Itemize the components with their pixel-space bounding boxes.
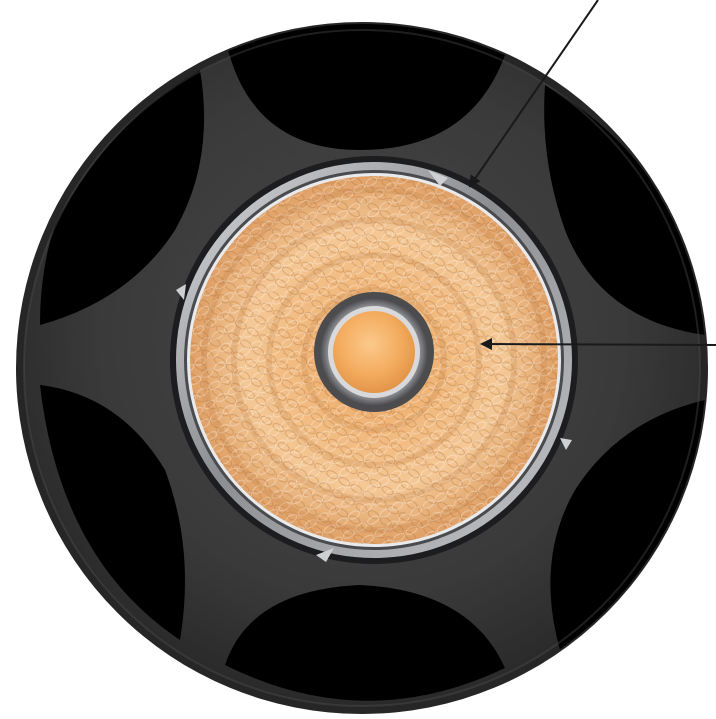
ring-clip-left [176,284,186,300]
ring-clip-top [428,170,448,186]
cutout-upper-left [40,70,205,325]
cutout-bottom [225,585,505,701]
led-chip-assembly [314,292,434,412]
callouts [468,0,716,351]
cutout-lower-right [550,400,705,650]
led-chip-callout [480,338,716,351]
led-chip [333,311,415,393]
cutout-top [228,24,505,150]
ring-clip-bottom [316,548,334,562]
cutout-lower-left [40,385,185,640]
cutout-upper-right [544,85,705,335]
reflector-ring-callout [468,0,599,188]
ring-clip-right [560,438,572,450]
housing-cutouts [40,24,705,701]
